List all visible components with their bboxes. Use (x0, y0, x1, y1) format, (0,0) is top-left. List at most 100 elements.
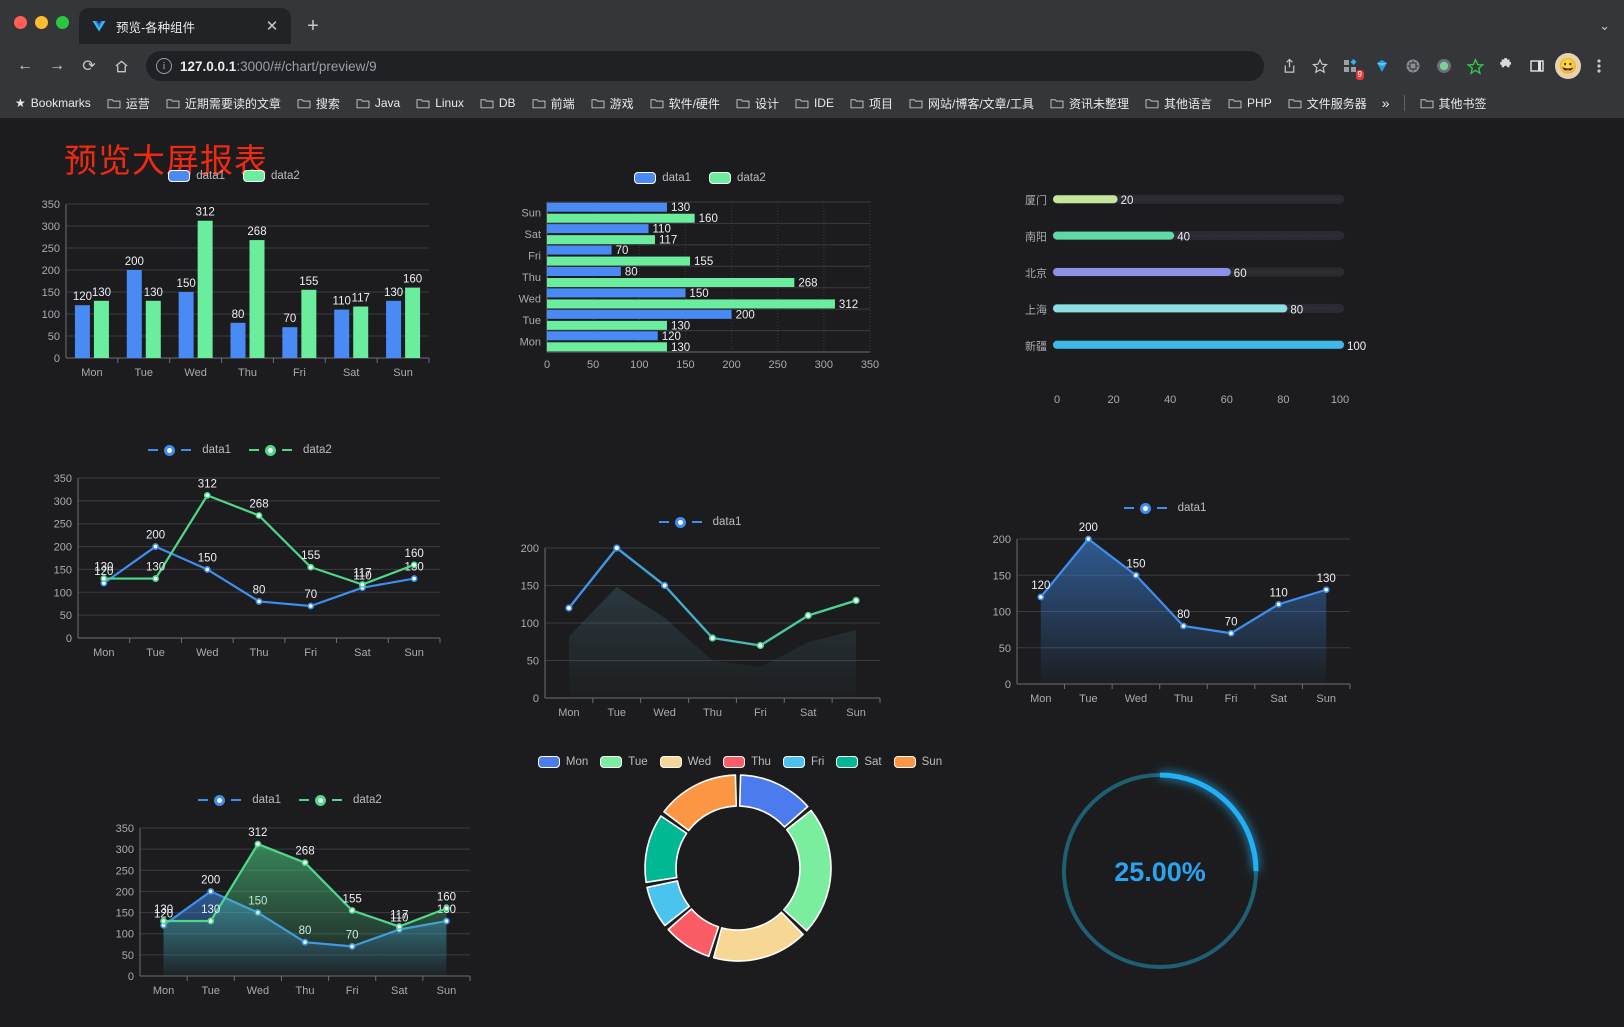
legend-item-data1[interactable]: data1 (1123, 502, 1206, 514)
forward-button[interactable]: → (49, 57, 65, 74)
svg-text:117: 117 (353, 568, 371, 580)
legend-item-data2[interactable]: data2 (249, 444, 332, 456)
legend-item-thu[interactable]: Thu (723, 756, 771, 768)
svg-text:120: 120 (94, 566, 113, 578)
svg-text:100: 100 (42, 309, 60, 321)
extension-grid-icon[interactable]: 9 (1336, 51, 1366, 81)
minimize-window-button[interactable] (35, 15, 48, 29)
kebab-menu-icon[interactable] (1584, 51, 1614, 81)
bookmark-item-3[interactable]: 搜索 (290, 92, 347, 115)
svg-text:312: 312 (198, 478, 217, 490)
reload-button[interactable]: ⟳ (82, 58, 96, 75)
legend-item-data1[interactable]: data1 (168, 170, 225, 182)
legend-item-data2[interactable]: data2 (299, 794, 382, 806)
sidepanel-icon[interactable] (1522, 51, 1552, 81)
bookmark-item-5[interactable]: Linux (409, 93, 471, 113)
svg-text:Mon: Mon (153, 985, 174, 997)
bookmark-item-13[interactable]: 网站/博客/文章/工具 (902, 92, 1041, 115)
legend-item-sun[interactable]: Sun (893, 756, 942, 768)
svg-text:60: 60 (1221, 394, 1233, 406)
bookmark-item-other[interactable]: 其他书签 (1413, 92, 1494, 115)
svg-text:200: 200 (722, 359, 740, 371)
bookmark-label: 资讯未整理 (1069, 96, 1130, 111)
bookmark-item-6[interactable]: DB (473, 93, 523, 113)
star-outline-green-icon[interactable] (1460, 51, 1490, 81)
legend-line-smooth: data1 (500, 516, 900, 528)
bookmark-star-icon[interactable] (1305, 51, 1335, 81)
bookmark-item-17[interactable]: 文件服务器 (1281, 92, 1374, 115)
legend-item-data2[interactable]: data2 (243, 170, 300, 182)
line-smooth-svg[interactable]: 0 50 100 150 200 Mon Tue Wed Thu Fri Sat Sun (500, 528, 900, 728)
progress-bars-svg[interactable]: 厦门 20 南阳 40 北京 60 上海 80 新疆 100 0 20 40 60 80 100 (985, 163, 1385, 453)
legend-item-mon[interactable]: Mon (537, 756, 588, 768)
maximize-window-button[interactable] (56, 15, 69, 29)
profile-avatar-icon[interactable]: 😀 (1553, 51, 1583, 81)
bookmark-item-1[interactable]: 运营 (100, 92, 157, 115)
gauge-svg[interactable]: 25.00% (1035, 736, 1285, 1016)
bookmark-item-14[interactable]: 资讯未整理 (1043, 92, 1136, 115)
legend-item-wed[interactable]: Wed (659, 756, 711, 768)
area-two-svg[interactable]: 0 50 100 150 200 250 300 350 Mon Tue Wed Thu Fri Sat S… (90, 806, 490, 1006)
bookmark-item-15[interactable]: 其他语言 (1138, 92, 1219, 115)
line-two-svg[interactable]: 0 50 100 150 200 250 300 350 Mon Tue Wed Thu Fri Sat S… (30, 456, 450, 681)
svg-text:130: 130 (94, 562, 113, 574)
chevron-down-icon[interactable]: ⌄ (1599, 18, 1610, 33)
bookmark-item-10[interactable]: 设计 (729, 92, 786, 115)
browser-tab[interactable]: 预览-各种组件 ✕ (79, 8, 291, 44)
share-icon[interactable] (1274, 51, 1304, 81)
bookmark-item-12[interactable]: 项目 (843, 92, 900, 115)
bookmark-item-11[interactable]: IDE (788, 93, 841, 113)
bookmark-item-bookmarks[interactable]: ★ Bookmarks (8, 93, 98, 113)
svg-text:200: 200 (116, 886, 134, 898)
new-tab-button[interactable]: + (307, 14, 319, 37)
svg-text:50: 50 (527, 656, 539, 668)
back-button[interactable]: ← (17, 57, 33, 74)
svg-text:80: 80 (625, 267, 638, 279)
line-area-svg[interactable]: 0 50 100 150 200 Mon Tue Wed Thu Fri Sat Sun 120 200 1… (965, 514, 1365, 714)
svg-text:150: 150 (521, 581, 539, 593)
legend-item-data1[interactable]: data1 (198, 794, 281, 806)
legend-line-area: data1 (965, 502, 1365, 514)
close-window-button[interactable] (14, 15, 27, 29)
donut-svg[interactable] (520, 768, 960, 988)
site-info-icon[interactable]: i (156, 58, 172, 74)
legend-item-fri[interactable]: Fri (782, 756, 824, 768)
puzzle-icon[interactable] (1491, 51, 1521, 81)
legend-item-data1[interactable]: data1 (634, 172, 691, 184)
bookmark-item-2[interactable]: 近期需要读的文章 (159, 92, 288, 115)
window-controls[interactable] (12, 0, 79, 44)
clover-icon[interactable] (1398, 51, 1428, 81)
diamond-icon[interactable] (1367, 51, 1397, 81)
bookmark-label: 设计 (754, 96, 779, 111)
home-button[interactable] (106, 51, 136, 81)
svg-text:312: 312 (248, 827, 267, 839)
address-bar[interactable]: i 127.0.0.1:3000/#/chart/preview/9 (146, 51, 1264, 81)
svg-text:Fri: Fri (528, 251, 541, 263)
legend-item-data1[interactable]: data1 (658, 516, 741, 528)
svg-text:Thu: Thu (250, 647, 269, 659)
extension-badge-count: 9 (1355, 70, 1364, 80)
bookmark-item-8[interactable]: 游戏 (584, 92, 641, 115)
bookmark-item-16[interactable]: PHP (1221, 93, 1279, 113)
bookmark-item-9[interactable]: 软件/硬件 (643, 92, 727, 115)
legend-item-sat[interactable]: Sat (836, 756, 882, 768)
legend-item-tue[interactable]: Tue (600, 756, 648, 768)
bookmarks-overflow-button[interactable]: » (1381, 95, 1390, 111)
close-tab-button[interactable]: ✕ (265, 17, 279, 35)
legend-item-data1[interactable]: data1 (148, 444, 231, 456)
folder-icon (795, 97, 809, 109)
folder-icon (416, 97, 430, 109)
chart-panel-bar-horizontal: data1 data2 0 50 100 150 200 250 300 350 Mon 120 1… (500, 168, 900, 428)
bookmark-item-4[interactable]: Java (349, 93, 407, 113)
svg-text:80: 80 (1290, 304, 1303, 316)
folder-icon (1145, 97, 1159, 109)
circle-green-icon[interactable] (1429, 51, 1459, 81)
svg-text:150: 150 (676, 359, 694, 371)
bookmark-item-7[interactable]: 前端 (525, 92, 582, 115)
svg-text:100: 100 (54, 587, 72, 599)
svg-text:Sun: Sun (393, 367, 413, 379)
legend-item-data2[interactable]: data2 (709, 172, 766, 184)
